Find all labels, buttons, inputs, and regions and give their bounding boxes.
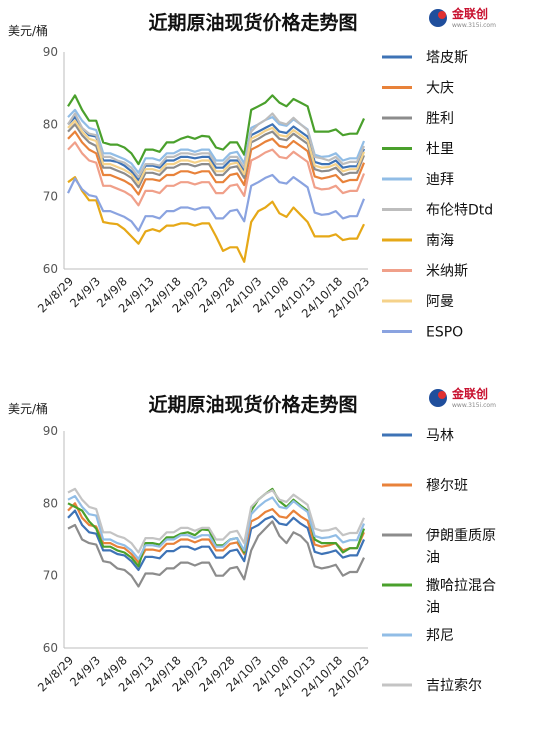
- chart-1-y-unit: 美元/桶: [8, 23, 48, 38]
- chart-1-series-line-9: [67, 173, 366, 232]
- chart-2-y-tick-label: 90: [43, 424, 58, 438]
- chart-2-series-line-1: [67, 502, 366, 564]
- chart-1-series-line-8: [67, 119, 366, 185]
- chart-2-legend-label: 穆尔班: [426, 478, 468, 494]
- logo-url: www.315i.com: [452, 402, 496, 409]
- chart-1-logo: 金联创 www.315i.com: [429, 6, 496, 29]
- chart-1-series-line-3: [67, 94, 365, 166]
- chart-1-legend-label: 塔皮斯: [426, 50, 468, 66]
- chart-1: 近期原油现货价格走势图 美元/桶 金联创 www.315i.com 60 70 80…: [8, 6, 496, 341]
- chart-2-legend-label: 马林: [426, 428, 454, 444]
- chart-1-series-line-5: [67, 112, 366, 179]
- chart-1-legend-label: ESPO: [426, 325, 463, 341]
- chart-1-title: 近期原油现货价格走势图: [148, 11, 357, 34]
- chart-1-x-tick-label: 24/8/29: [35, 274, 76, 315]
- chart-1-y-tick-label: 90: [43, 45, 58, 59]
- chart-1-y-tick-label: 70: [43, 190, 58, 204]
- chart-2-series-line-4: [67, 495, 366, 561]
- logo-name: 金联创: [451, 6, 488, 21]
- chart-1-legend-label: 大庆: [426, 81, 454, 97]
- chart-1-legend-label: 杜里: [426, 142, 454, 158]
- chart-1-series-line-1: [67, 130, 366, 196]
- chart-2-title: 近期原油现货价格走势图: [148, 393, 357, 416]
- chart-2-legend-label: 伊朗重质原油: [426, 528, 496, 566]
- chart-2-y-tick-label: 60: [43, 641, 58, 655]
- chart-2-legend-label: 邦尼: [426, 628, 454, 644]
- logo-url: www.315i.com: [452, 22, 496, 29]
- chart-2-y-tick-label: 80: [43, 496, 58, 510]
- chart-2-x-tick-label: 24/8/29: [35, 653, 76, 694]
- chart-1-series-line-6: [67, 176, 365, 263]
- chart-2-legend-label: 撒哈拉混合油: [426, 578, 496, 616]
- chart-1-series-line-7: [67, 141, 366, 207]
- chart-2-logo: 金联创 www.315i.com: [429, 386, 496, 409]
- chart-1-legend-label: 胜利: [426, 111, 454, 127]
- chart-2: 近期原油现货价格走势图 美元/桶 金联创 www.315i.com 60 70 80…: [8, 386, 496, 700]
- logo-name: 金联创: [451, 386, 488, 401]
- chart-1-y-tick-label: 80: [43, 117, 58, 131]
- chart-1-legend-label: 南海: [426, 233, 454, 249]
- chart-2-y-unit: 美元/桶: [8, 401, 48, 416]
- chart-2-series-line-2: [67, 520, 365, 588]
- chart-2-series-line-5: [67, 487, 365, 554]
- chart-2-legend-label: 吉拉索尔: [426, 677, 482, 694]
- chart-1-series-line-2: [67, 123, 366, 189]
- chart-1-legend-label: 迪拜: [426, 172, 454, 188]
- chart-2-series-line-0: [67, 509, 366, 572]
- chart-1-legend-label: 阿曼: [426, 294, 454, 310]
- chart-2-y-tick-label: 70: [43, 569, 58, 583]
- chart-1-legend-label: 米纳斯: [426, 264, 468, 280]
- chart-2-series-line-3: [67, 487, 366, 568]
- chart-1-legend-label: 布伦特Dtd: [426, 203, 493, 219]
- chart-1-y-tick-label: 60: [43, 262, 58, 276]
